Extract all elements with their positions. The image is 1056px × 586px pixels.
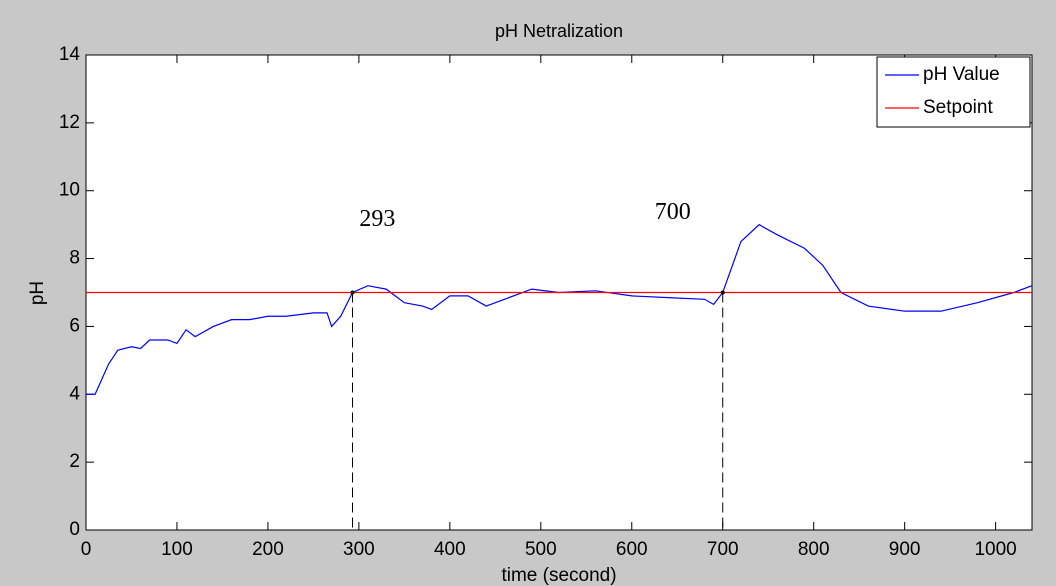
- series-line: [86, 223, 1033, 395]
- chart-title: pH Netralization: [495, 21, 623, 41]
- x-axis-label: time (second): [501, 565, 616, 586]
- y-tick-label: 0: [69, 519, 80, 540]
- x-tick-label: 700: [707, 539, 739, 560]
- annotation-point: [720, 290, 725, 295]
- y-tick-label: 6: [69, 315, 80, 336]
- x-tick-label: 0: [81, 539, 92, 560]
- y-tick-label: 2: [69, 451, 80, 472]
- x-tick-label: 200: [252, 539, 284, 560]
- annotation-label: 293: [359, 206, 395, 232]
- x-tick-label: 900: [889, 539, 921, 560]
- x-tick-label: 500: [525, 539, 557, 560]
- y-tick-label: 10: [59, 180, 80, 201]
- x-tick-label: 300: [343, 539, 375, 560]
- y-tick-label: 8: [69, 248, 80, 269]
- x-tick-label: 100: [161, 539, 193, 560]
- x-tick-label: 1000: [974, 539, 1016, 560]
- x-tick-label: 400: [434, 539, 466, 560]
- legend-label: pH Value: [923, 64, 1000, 85]
- annotation-point: [350, 290, 355, 295]
- y-tick-label: 12: [59, 112, 80, 133]
- y-tick-label: 14: [59, 44, 81, 65]
- y-tick-label: 4: [69, 383, 80, 404]
- legend-box: [876, 56, 1031, 128]
- x-tick-label: 600: [616, 539, 648, 560]
- annotation-label: 700: [655, 199, 691, 225]
- y-axis-label: pH: [27, 281, 48, 305]
- legend-label: Setpoint: [923, 97, 993, 118]
- x-tick-label: 800: [798, 539, 830, 560]
